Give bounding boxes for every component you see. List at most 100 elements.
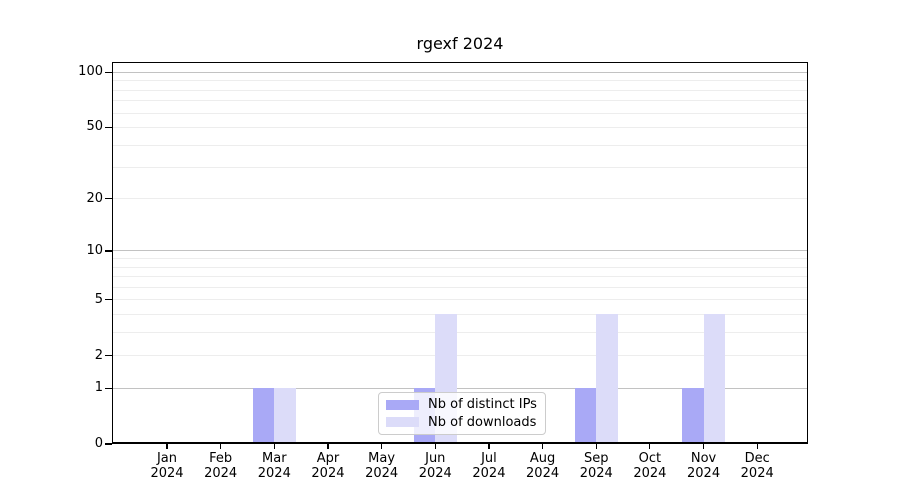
y-tick-label-0: 0: [94, 436, 103, 451]
gridline-minor-40: [112, 144, 808, 146]
x-tick-mark-mar: [273, 444, 275, 449]
y-tick-label-2: 2: [94, 347, 103, 363]
gridline-minor-80: [112, 89, 808, 91]
x-tick-month-jan: Jan: [156, 451, 178, 466]
bar-downloads-mar-2024: [274, 388, 296, 444]
legend-entry-downloads: Nb of downloads: [386, 415, 538, 430]
gridline-minor-8: [112, 266, 808, 268]
bar-distinct-ips-mar-2024: [252, 388, 275, 444]
bar-distinct-ips-nov-2024: [682, 388, 704, 444]
gridline-minor-9: [112, 258, 808, 260]
y-tick-mark-0: [105, 443, 112, 445]
legend-swatch-distinct-ips: [386, 399, 419, 410]
x-tick-year-aug: 2024: [526, 466, 560, 481]
x-tick-mark-may: [381, 444, 383, 449]
chart-title: rgexf 2024: [416, 34, 504, 53]
gridlines-layer: [112, 62, 808, 444]
x-tick-month-jun: Jun: [425, 451, 446, 466]
legend: Nb of distinct IPs Nb of downloads: [378, 392, 546, 435]
bar-distinct-ips-sep-2024: [574, 388, 597, 444]
x-tick-year-jul: 2024: [472, 466, 506, 481]
bars-layer: [112, 62, 808, 444]
y-tick-label-5: 5: [94, 291, 103, 307]
plot-area: Nb of distinct IPs Nb of downloads: [112, 62, 808, 444]
y-tick-mark-2: [105, 354, 112, 357]
y-tick-mark-20: [105, 198, 112, 200]
x-tick-mark-jan: [166, 444, 168, 449]
legend-label-downloads: Nb of downloads: [428, 414, 537, 430]
x-tick-year-nov: 2024: [687, 466, 721, 481]
x-tick-month-jul: Jul: [481, 451, 497, 466]
gridline-20: [112, 198, 808, 200]
x-tick-mark-jul: [488, 444, 490, 449]
gridline-2: [112, 355, 808, 357]
x-tick-label-dec: Dec 2024: [717, 451, 797, 481]
gridline-minor-6: [112, 286, 808, 288]
gridline-minor-4: [112, 313, 808, 315]
gridline-50: [112, 126, 808, 128]
y-tick-mark-100: [105, 71, 112, 74]
x-tick-month-aug: Aug: [529, 451, 556, 466]
x-tick-mark-feb: [220, 444, 222, 449]
x-tick-year-jun: 2024: [418, 466, 452, 481]
x-tick-label-jun: Jun 2024: [395, 451, 475, 481]
x-tick-year-mar: 2024: [257, 466, 291, 481]
x-tick-month-may: May: [368, 451, 396, 466]
x-tick-label-nov: Nov 2024: [664, 451, 744, 481]
y-tick-mark-10: [105, 250, 112, 252]
x-tick-month-sep: Sep: [583, 451, 609, 466]
x-tick-mark-sep: [595, 444, 597, 449]
gridline-minor-30: [112, 167, 808, 169]
x-tick-label-oct: Oct 2024: [610, 451, 690, 481]
x-tick-month-dec: Dec: [744, 451, 770, 466]
gridline-1: [112, 387, 808, 389]
x-tick-mark-dec: [756, 444, 758, 449]
x-tick-month-oct: Oct: [638, 451, 662, 466]
bar-downloads-nov-2024: [703, 314, 726, 444]
x-tick-year-sep: 2024: [579, 466, 613, 481]
x-tick-label-jul: Jul 2024: [449, 451, 529, 481]
x-tick-year-oct: 2024: [633, 466, 667, 481]
bar-downloads-sep-2024: [596, 314, 618, 444]
x-tick-label-may: May 2024: [342, 451, 422, 481]
x-tick-label-apr: Apr 2024: [288, 451, 368, 481]
x-tick-label-sep: Sep 2024: [556, 451, 636, 481]
y-tick-label-1: 1: [94, 380, 103, 396]
x-tick-year-apr: 2024: [311, 466, 345, 481]
x-tick-year-feb: 2024: [204, 466, 238, 481]
x-tick-month-mar: Mar: [262, 451, 287, 466]
x-tick-mark-oct: [649, 444, 651, 449]
gridline-minor-60: [112, 112, 808, 114]
x-tick-mark-nov: [702, 444, 705, 449]
x-tick-month-nov: Nov: [690, 451, 717, 466]
y-tick-label-20: 20: [86, 190, 103, 206]
y-tick-label-10: 10: [86, 242, 103, 258]
x-tick-label-jan: Jan 2024: [127, 451, 207, 481]
x-tick-year-may: 2024: [365, 466, 399, 481]
x-tick-month-apr: Apr: [316, 451, 340, 466]
x-tick-year-dec: 2024: [740, 466, 774, 481]
gridline-minor-3: [112, 331, 808, 333]
legend-entry-distinct-ips: Nb of distinct IPs: [386, 397, 538, 412]
gridline-100: [112, 71, 808, 73]
x-tick-mark-apr: [327, 444, 329, 449]
y-tick-label-100: 100: [78, 64, 103, 80]
gridline-minor-70: [112, 100, 808, 102]
gridline-minor-90: [112, 80, 808, 82]
gridline-minor-7: [112, 276, 808, 278]
y-tick-label-50: 50: [86, 119, 103, 135]
x-tick-mark-jun: [434, 444, 436, 449]
x-tick-label-mar: Mar 2024: [234, 451, 314, 481]
gridline-5: [112, 299, 808, 301]
y-tick-mark-50: [105, 126, 112, 129]
y-tick-mark-1: [105, 387, 112, 389]
legend-swatch-downloads: [386, 417, 419, 428]
x-tick-month-feb: Feb: [209, 451, 233, 466]
legend-label-distinct-ips: Nb of distinct IPs: [428, 397, 537, 413]
x-tick-label-aug: Aug 2024: [503, 451, 583, 481]
x-tick-mark-aug: [541, 444, 544, 449]
gridline-10: [112, 250, 808, 252]
y-tick-mark-5: [105, 299, 112, 301]
x-tick-year-jan: 2024: [150, 466, 184, 481]
